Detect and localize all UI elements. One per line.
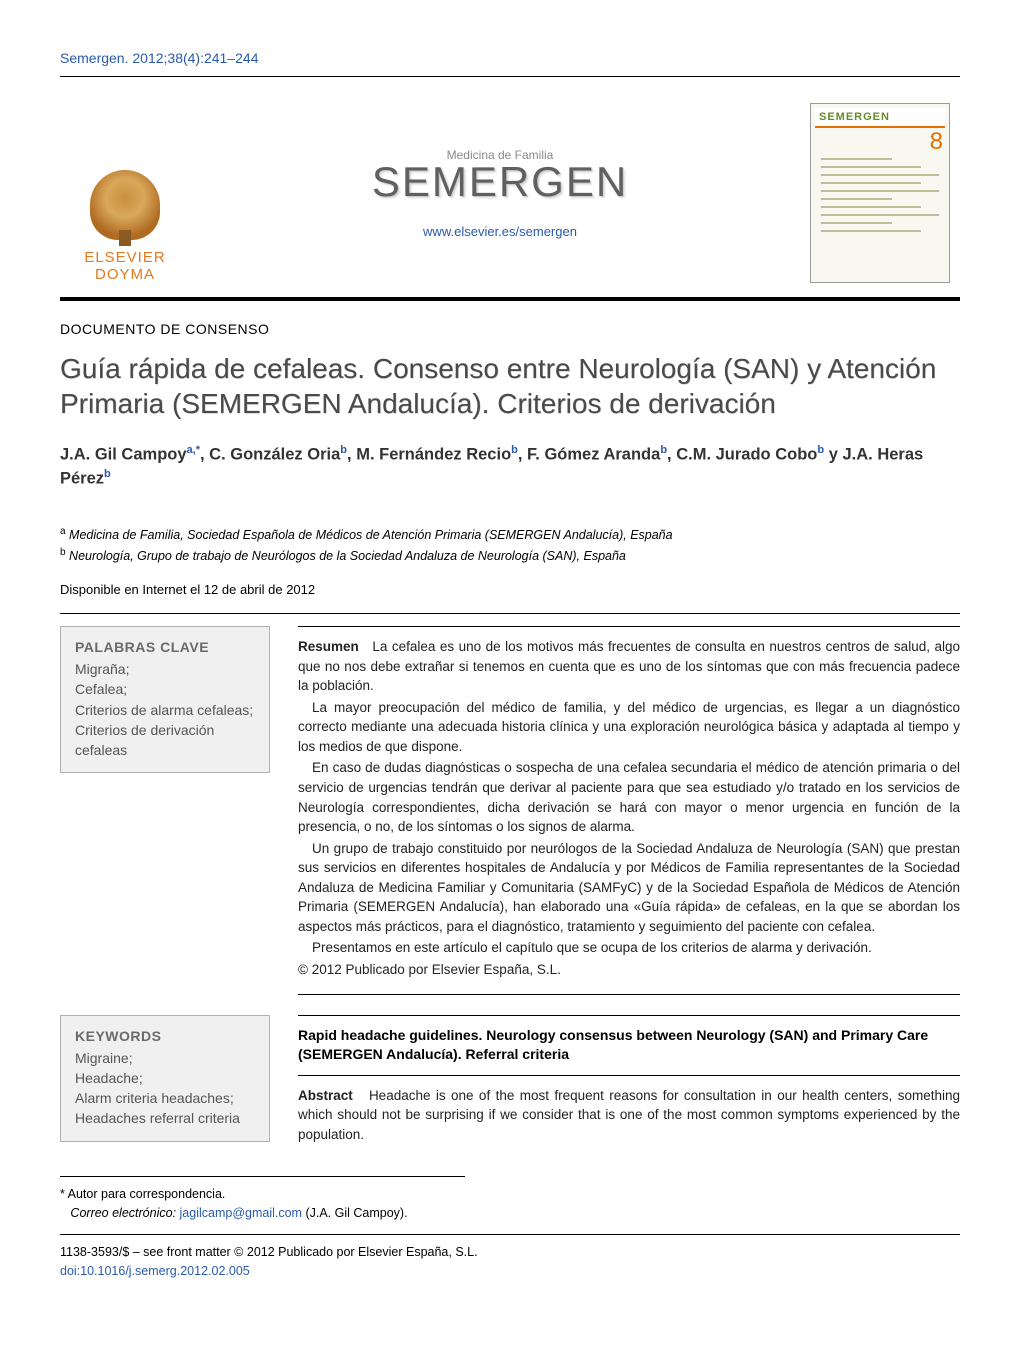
correspondence-author-name: (J.A. Gil Campoy). — [305, 1206, 407, 1220]
cover-issue-number: 8 — [930, 128, 943, 156]
journal-banner: ELSEVIER DOYMA Medicina de Familia SEMER… — [60, 95, 960, 283]
correspondence-footnote: * Autor para correspondencia. Correo ele… — [60, 1185, 960, 1223]
issn-line: 1138-3593/$ – see front matter © 2012 Pu… — [60, 1243, 960, 1262]
abstract-es-p5: Presentamos en este artículo el capítulo… — [298, 938, 960, 958]
keywords-list-en: Migraine;Headache;Alarm criteria headach… — [75, 1048, 255, 1129]
rule-below-abstract-es — [298, 994, 960, 995]
keywords-title-en: KEYWORDS — [75, 1028, 255, 1044]
keywords-list-es: Migraña;Cefalea;Criterios de alarma cefa… — [75, 659, 255, 760]
page-reference: Semergen. 2012;38(4):241–244 — [60, 50, 960, 72]
publisher-line2: DOYMA — [95, 266, 155, 283]
publisher-line1: ELSEVIER — [84, 249, 165, 266]
abstract-row-es: PALABRAS CLAVE Migraña;Cefalea;Criterios… — [60, 626, 960, 1003]
correspondence-email-link[interactable]: jagilcamp@gmail.com — [180, 1206, 302, 1220]
journal-title-block: Medicina de Familia SEMERGEN www.elsevie… — [190, 103, 810, 283]
abstract-es-copyright: © 2012 Publicado por Elsevier España, S.… — [298, 960, 960, 980]
affiliation-b: b Neurología, Grupo de trabajo de Neuról… — [60, 545, 960, 566]
publisher-logo-block: ELSEVIER DOYMA — [60, 103, 190, 283]
correspondence-label: * Autor para correspondencia. — [60, 1185, 960, 1204]
document-type: DOCUMENTO DE CONSENSO — [60, 321, 960, 337]
abstract-es-lead: Resumen — [298, 639, 359, 654]
article-title: Guía rápida de cefaleas. Consenso entre … — [60, 351, 960, 421]
online-availability: Disponible en Internet el 12 de abril de… — [60, 582, 960, 597]
author-list: J.A. Gil Campoya,*, C. González Oriab, M… — [60, 443, 960, 490]
abstract-es-p3: En caso de dudas diagnósticas o sospecha… — [298, 758, 960, 836]
rule-footer — [60, 1234, 960, 1235]
rule-abstract-en-top — [298, 1015, 960, 1016]
publisher-name: ELSEVIER DOYMA — [84, 250, 165, 283]
abstract-es: Resumen La cefalea es uno de los motivos… — [298, 637, 960, 980]
rule-footnote — [60, 1176, 465, 1177]
cover-thumbnail: SEMERGEN 8 — [810, 103, 960, 283]
cover-toc-lines — [815, 158, 945, 232]
affiliations: a Medicina de Familia, Sociedad Española… — [60, 524, 960, 566]
keywords-box-en: KEYWORDS Migraine;Headache;Alarm criteri… — [60, 1015, 270, 1142]
rule-abstract-es — [298, 626, 960, 627]
elsevier-logo: ELSEVIER DOYMA — [75, 170, 175, 283]
rule-top — [60, 76, 960, 77]
journal-url-link[interactable]: www.elsevier.es/semergen — [423, 224, 577, 239]
abstract-title-en: Rapid headache guidelines. Neurology con… — [298, 1026, 960, 1065]
rule-banner — [60, 297, 960, 301]
correspondence-email-label: Correo electrónico: — [70, 1206, 176, 1220]
keywords-title-es: PALABRAS CLAVE — [75, 639, 255, 655]
rule-above-abstract — [60, 613, 960, 614]
cover-image: SEMERGEN 8 — [810, 103, 950, 283]
rule-abstract-en-mid — [298, 1075, 960, 1076]
abstract-en-lead: Abstract — [298, 1088, 353, 1103]
abstract-en-p1: Headache is one of the most frequent rea… — [298, 1088, 960, 1142]
abstract-es-p1: La cefalea es uno de los motivos más fre… — [298, 639, 960, 693]
publication-info: 1138-3593/$ – see front matter © 2012 Pu… — [60, 1243, 960, 1281]
journal-name: SEMERGEN — [372, 158, 628, 206]
abstract-es-p2: La mayor preocupación del médico de fami… — [298, 698, 960, 757]
elsevier-tree-icon — [90, 170, 160, 240]
abstract-en: Abstract Headache is one of the most fre… — [298, 1086, 960, 1145]
abstract-row-en: KEYWORDS Migraine;Headache;Alarm criteri… — [60, 1015, 960, 1164]
abstract-es-p4: Un grupo de trabajo constituido por neur… — [298, 839, 960, 937]
keywords-box-es: PALABRAS CLAVE Migraña;Cefalea;Criterios… — [60, 626, 270, 773]
affiliation-a: a Medicina de Familia, Sociedad Española… — [60, 524, 960, 545]
doi-link[interactable]: doi:10.1016/j.semerg.2012.02.005 — [60, 1264, 250, 1278]
cover-masthead: SEMERGEN — [815, 108, 945, 128]
